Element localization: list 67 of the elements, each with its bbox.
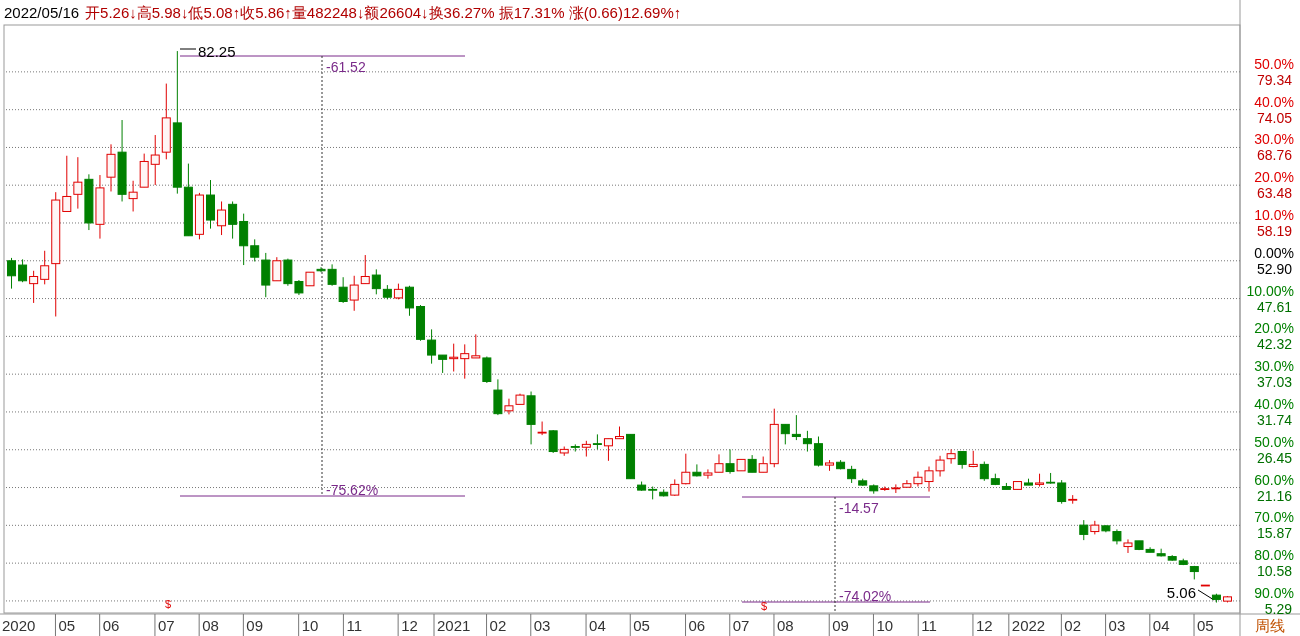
x-tick-label: 2020 (2, 617, 36, 634)
x-tick-label: 04 (589, 617, 606, 634)
x-tick-label: 03 (533, 617, 551, 634)
y2-tick-label: 60.0% (1254, 471, 1294, 488)
y-tick-label: 31.74 (1256, 411, 1293, 428)
y-tick-label: 5.29 (1264, 600, 1293, 617)
x-tick-label: 11 (346, 617, 362, 634)
text: 周线 (1255, 617, 1285, 634)
annotation: -14.57 (839, 500, 879, 516)
annotation: -74.02% (839, 588, 892, 604)
y-tick-label: 74.05 (1256, 109, 1293, 126)
y-tick-label: 58.19 (1256, 222, 1293, 239)
x-tick-label: 11 (921, 617, 937, 634)
y2-tick-label: 20.0% (1254, 169, 1294, 186)
x-tick-label: 2022 (1011, 617, 1046, 634)
y2-tick-label: 40.0% (1254, 395, 1294, 412)
x-tick-label: 05 (1197, 617, 1214, 634)
y-tick-label: 68.76 (1256, 147, 1293, 164)
y-tick-label: 26.45 (1256, 449, 1293, 466)
x-tick-label: 04 (1152, 617, 1170, 634)
x-tick-label: 06 (102, 617, 120, 634)
y-tick-label: 10.58 (1256, 563, 1293, 580)
y-tick-label: 79.34 (1256, 71, 1293, 88)
y2-tick-label: 50.0% (1254, 433, 1294, 450)
x-tick-label: 2021 (437, 617, 471, 634)
x-tick-label: 06 (688, 617, 706, 634)
y2-tick-label: 80.0% (1254, 547, 1294, 564)
chart-subtitle: 开5.26↓高5.98↓低5.08↑收5.86↑量482248↓额26604↓换36.27% 振17.31% 涨(0.66)12.69%↑ (85, 4, 682, 21)
y2-tick-label: 70.0% (1254, 509, 1294, 526)
x-tick-label: 02 (489, 617, 507, 634)
y2-tick-label: 30.0% (1254, 358, 1294, 375)
y2-tick-label: 0.00% (1254, 244, 1294, 261)
annotation: -75.62% (326, 482, 379, 498)
x-tick-label: 10 (301, 617, 319, 634)
x-tick-label: 08 (776, 617, 794, 634)
y-tick-label: 15.87 (1256, 525, 1293, 542)
annotation: $ (760, 600, 768, 612)
y-tick-label: 37.03 (1256, 374, 1293, 391)
y-tick-label: 21.16 (1256, 487, 1293, 504)
annotation: $ (164, 598, 172, 610)
x-tick-label: 08 (202, 617, 219, 634)
annotation: 5.06 (1166, 584, 1196, 601)
y2-tick-label: 40.0% (1254, 93, 1294, 110)
y2-tick-label: 90.0% (1254, 584, 1294, 601)
x-tick-label: 09 (246, 617, 264, 634)
x-tick-label: 10 (876, 617, 894, 634)
x-tick-label: 09 (832, 617, 849, 634)
y2-tick-label: 30.0% (1254, 131, 1294, 148)
x-tick-label: 05 (633, 617, 650, 634)
x-tick-label: 05 (58, 617, 76, 634)
x-tick-label: 12 (401, 617, 418, 634)
x-tick-label: 02 (1064, 617, 1082, 634)
y-tick-label: 63.48 (1256, 185, 1293, 202)
y2-tick-label: 10.0% (1254, 206, 1294, 223)
annotation: 82.25 (198, 43, 236, 60)
annotation: -61.52 (326, 59, 366, 75)
x-tick-label: 12 (975, 617, 993, 634)
y-tick-label: 47.61 (1256, 298, 1293, 315)
y-tick-label: 52.90 (1256, 260, 1293, 277)
x-tick-label: 07 (732, 617, 750, 634)
y2-tick-label: 50.0% (1254, 55, 1294, 72)
x-tick-label: 03 (1108, 617, 1126, 634)
y2-tick-label: 10.00% (1246, 282, 1294, 299)
chart-title: 2022/05/16 (4, 4, 80, 21)
x-tick-label: 07 (157, 617, 175, 634)
y2-tick-label: 20.0% (1254, 320, 1294, 337)
y-tick-label: 42.32 (1256, 336, 1293, 353)
